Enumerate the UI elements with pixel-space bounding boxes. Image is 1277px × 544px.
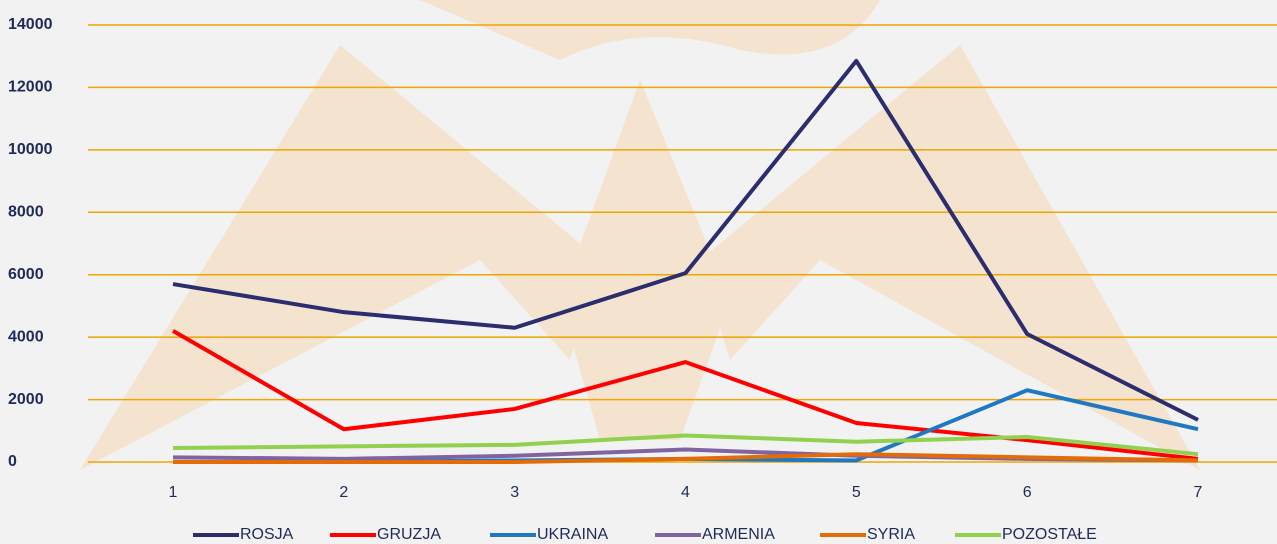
y-tick-label: 0 <box>8 453 17 470</box>
legend-label: GRUZJA <box>377 526 441 543</box>
x-tick-label: 5 <box>852 484 861 501</box>
y-tick-label: 4000 <box>8 328 44 345</box>
y-tick-label: 6000 <box>8 266 44 283</box>
legend-label: ARMENIA <box>702 526 775 543</box>
x-tick-label: 2 <box>339 484 348 501</box>
x-tick-label: 3 <box>510 484 519 501</box>
y-tick-label: 14000 <box>8 16 53 33</box>
chart: 0 2000 4000 6000 8000 10000 12000 14000 1 2 3 4 5 6 7 R… <box>0 0 1277 544</box>
y-tick-label: 2000 <box>8 391 44 408</box>
y-tick-label: 8000 <box>8 204 44 221</box>
legend-label: ROSJA <box>240 526 294 543</box>
legend-label: UKRAINA <box>537 526 608 543</box>
x-tick-label: 7 <box>1194 484 1203 501</box>
legend-label: SYRIA <box>867 526 915 543</box>
x-tick-label: 6 <box>1023 484 1032 501</box>
x-tick-label: 4 <box>681 484 690 501</box>
y-tick-label: 12000 <box>8 79 53 96</box>
legend-label: POZOSTAŁE <box>1002 526 1097 543</box>
y-tick-label: 10000 <box>8 141 53 158</box>
x-tick-label: 1 <box>169 484 178 501</box>
